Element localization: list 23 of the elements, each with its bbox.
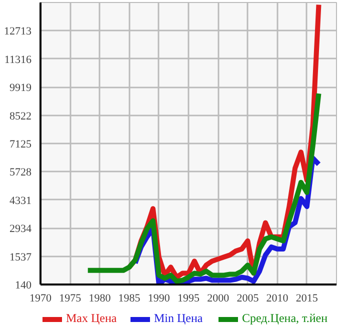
y-tick-label: 11316 <box>4 54 32 66</box>
x-tick-label: 1985 <box>118 292 141 304</box>
y-tick-label: 140 <box>15 280 32 292</box>
y-tick-label: 12713 <box>4 26 32 38</box>
x-tick-label: 2000 <box>207 292 230 304</box>
y-tick-label: 8522 <box>10 110 32 122</box>
y-tick-label: 7125 <box>10 138 32 150</box>
legend-label: Min Цена <box>154 311 203 326</box>
y-tick-label: 2934 <box>10 223 32 236</box>
x-tick-label: 1970 <box>30 292 52 304</box>
legend-label: Сред.Цена, т.йен <box>242 311 328 326</box>
x-tick-label: 2005 <box>236 292 260 304</box>
x-tick-label: 1995 <box>178 292 200 304</box>
y-tick-label: 9919 <box>10 82 32 94</box>
y-tick-label: 5728 <box>10 166 32 179</box>
x-tick-label: 1975 <box>59 292 82 304</box>
x-tick-label: 2010 <box>266 292 289 304</box>
y-tick-label: 1537 <box>10 251 32 264</box>
x-tick-label: 2015 <box>296 292 318 304</box>
x-tick-label: 1990 <box>148 292 170 304</box>
y-tick-label: 4331 <box>10 194 32 207</box>
x-tick-label: 1980 <box>88 292 112 304</box>
legend-label: Max Цена <box>66 311 117 326</box>
